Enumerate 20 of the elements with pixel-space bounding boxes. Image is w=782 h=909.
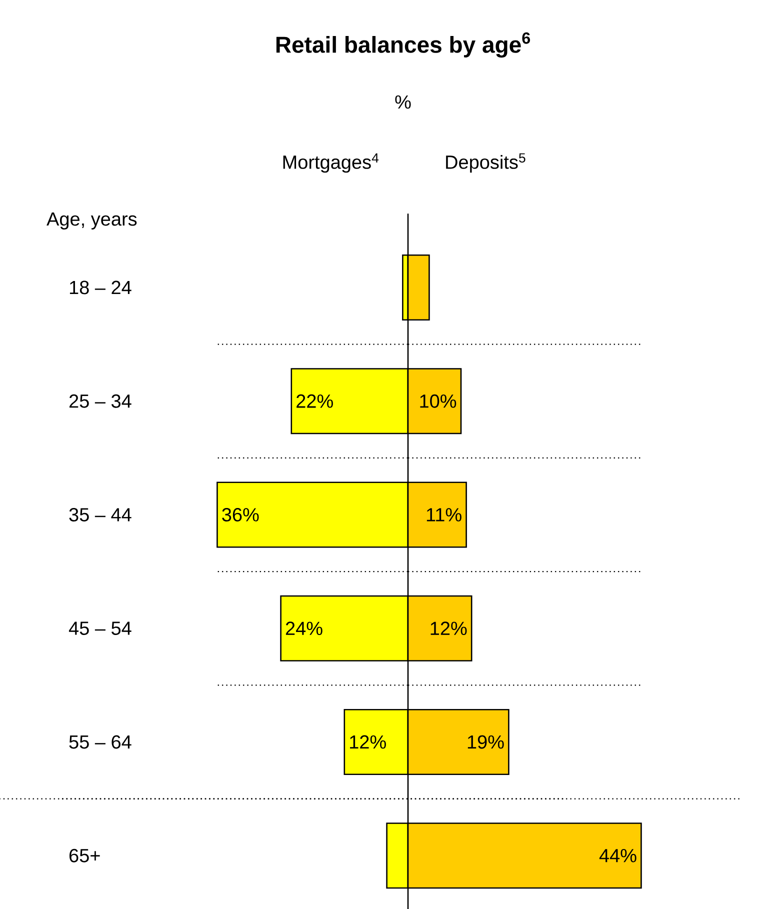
data-label: 12% [430,622,467,636]
text: Mortgages$^{4}$ [283,153,379,173]
data-label: 22% [296,394,333,408]
data-label: 11% [426,508,462,522]
data-label: 36% [222,508,259,522]
text: Deposits$^{5}$ [446,153,526,173]
data-label: 10% [420,394,456,408]
y-tick-label: 18 – 24 [70,280,132,294]
y-axis-title: Age, years [46,212,137,230]
data-label: 19% [468,735,504,749]
data-label: 24% [286,622,322,636]
y-tick-label: 25 – 34 [69,394,132,408]
chart-title: Retail balances by age$^{6}$ [276,32,530,58]
y-tick-label: 45 – 54 [68,622,132,635]
chart-subtitle: % [395,95,411,109]
y-tick-label: 55 – 64 [69,735,132,749]
y-tick-label: 35 – 44 [69,508,132,522]
y-tick-label: 65+ [69,848,100,862]
data-label: 12% [350,735,386,749]
data-label: 44% [599,848,636,862]
